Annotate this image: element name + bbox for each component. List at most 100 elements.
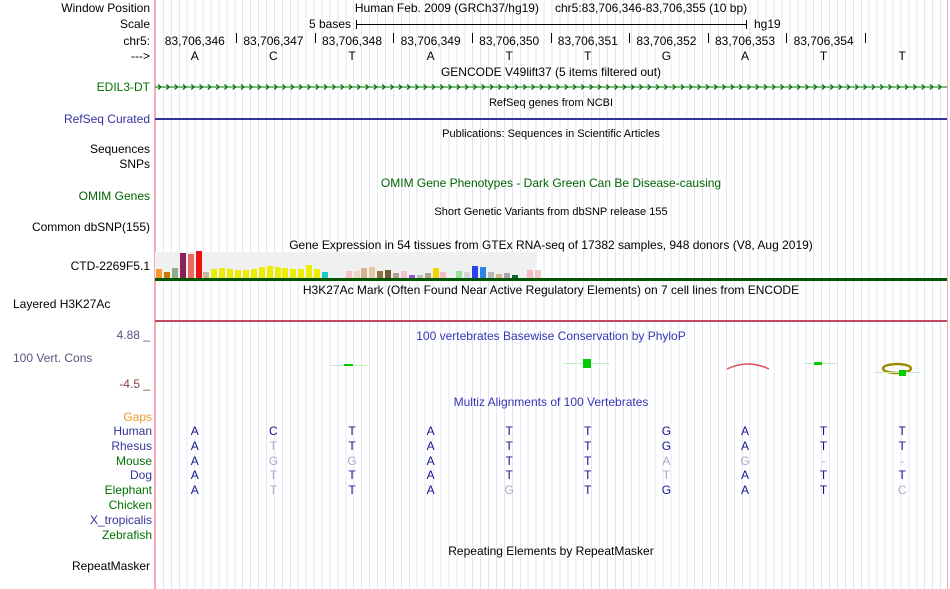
gtex-bar bbox=[377, 271, 384, 278]
h3k27ac-label[interactable]: Layered H3K27Ac bbox=[13, 297, 111, 311]
alignment-base: T bbox=[505, 439, 513, 453]
gtex-bar bbox=[219, 268, 226, 278]
publications-track-title: Publications: Sequences in Scientific Ar… bbox=[442, 128, 660, 140]
species-label-x_tropicalis[interactable]: X_tropicalis bbox=[89, 513, 152, 527]
base-letter: A bbox=[190, 49, 199, 63]
alignment-base: A bbox=[190, 424, 199, 438]
species-label-chicken[interactable]: Chicken bbox=[108, 498, 152, 512]
alignment-base: A bbox=[426, 468, 435, 482]
alignment-base: A bbox=[740, 483, 750, 497]
coordinate-tick bbox=[393, 33, 395, 43]
gencode-gene-label[interactable]: EDIL3-DT bbox=[96, 80, 150, 94]
gtex-bar bbox=[503, 273, 510, 278]
coordinate-label: 83,706,352 bbox=[636, 34, 697, 48]
gtex-bar bbox=[163, 272, 170, 278]
alignment-base: - bbox=[821, 453, 826, 468]
conservation-max-label: 4.88 _ bbox=[116, 328, 150, 342]
alignment-base: T bbox=[348, 468, 356, 482]
gtex-bar bbox=[424, 273, 431, 278]
alignment-base: A bbox=[740, 424, 750, 438]
alignment-base: T bbox=[898, 468, 906, 482]
gtex-bar bbox=[195, 251, 202, 278]
gtex-bar bbox=[258, 267, 265, 278]
coordinate-label: 83,706,354 bbox=[793, 34, 854, 48]
refseq-curated-label[interactable]: RefSeq Curated bbox=[63, 112, 150, 126]
gtex-gene-label[interactable]: CTD-2269F5.1 bbox=[70, 259, 150, 273]
gtex-bar bbox=[179, 253, 186, 278]
coordinate-label: 83,706,351 bbox=[557, 34, 618, 48]
species-label-dog[interactable]: Dog bbox=[129, 468, 152, 482]
alignment-base: C bbox=[269, 424, 278, 438]
omim-genes-label[interactable]: OMIM Genes bbox=[78, 189, 150, 203]
gtex-bar bbox=[345, 271, 352, 278]
gtex-bar bbox=[487, 272, 494, 278]
alignment-base: T bbox=[584, 468, 592, 482]
conservation-track-title: 100 vertebrates Basewise Conservation by… bbox=[416, 329, 686, 343]
alignment-base: T bbox=[505, 453, 513, 468]
gtex-bar bbox=[535, 270, 542, 278]
alignment-base: A bbox=[190, 483, 199, 497]
gtex-bar bbox=[408, 275, 415, 278]
gencode-gene-arrows[interactable] bbox=[155, 80, 947, 94]
scale-bar-right-tick bbox=[746, 20, 747, 29]
dbsnp-label[interactable]: Common dbSNP(155) bbox=[31, 220, 150, 234]
alignment-base: T bbox=[269, 468, 278, 482]
refseq-track-title: RefSeq genes from NCBI bbox=[488, 97, 614, 109]
window-right-edge-line bbox=[946, 0, 948, 589]
species-label-mouse[interactable]: Mouse bbox=[115, 453, 152, 468]
species-label-gaps[interactable]: Gaps bbox=[123, 410, 152, 424]
gtex-bar bbox=[242, 270, 249, 278]
gtex-bar bbox=[416, 275, 423, 278]
coordinate-tick bbox=[864, 33, 866, 43]
base-letter: G bbox=[661, 49, 672, 63]
coordinate-tick bbox=[236, 33, 238, 43]
base-letter: T bbox=[584, 49, 592, 63]
alignment-base: T bbox=[505, 424, 513, 438]
h3k27ac-signal-line bbox=[155, 320, 947, 322]
gtex-track-title: Gene Expression in 54 tissues from GTEx … bbox=[289, 238, 813, 252]
base-letter: C bbox=[269, 49, 278, 63]
gtex-bar bbox=[393, 273, 399, 278]
refseq-gene-line[interactable] bbox=[155, 118, 947, 120]
conservation-label[interactable]: 100 Vert. Cons bbox=[13, 351, 93, 365]
alignment-base: G bbox=[347, 453, 357, 468]
species-label-rhesus[interactable]: Rhesus bbox=[111, 439, 152, 453]
alignment-base: T bbox=[819, 439, 828, 453]
gtex-bar bbox=[527, 270, 534, 278]
alignment-base: A bbox=[426, 424, 435, 438]
alignment-base: A bbox=[426, 453, 435, 468]
alignment-base: T bbox=[269, 439, 278, 453]
species-label-human[interactable]: Human bbox=[113, 424, 152, 438]
base-position-grid bbox=[155, 0, 947, 589]
strand-label: ---> bbox=[131, 49, 150, 63]
alignment-base: A bbox=[426, 439, 435, 453]
base-letter: T bbox=[898, 49, 906, 63]
gtex-chart-background bbox=[155, 252, 535, 278]
alignment-base: T bbox=[584, 483, 592, 497]
window-position-label: Window Position bbox=[61, 1, 150, 15]
assembly-title: Human Feb. 2009 (GRCh37/hg19) bbox=[354, 1, 539, 15]
gtex-bar bbox=[321, 272, 328, 278]
gtex-bar bbox=[227, 269, 234, 278]
coordinate-label: 83,706,347 bbox=[243, 34, 304, 48]
gtex-bar bbox=[290, 269, 297, 278]
gtex-bar bbox=[266, 266, 273, 278]
snps-label[interactable]: SNPs bbox=[119, 157, 150, 171]
species-label-elephant[interactable]: Elephant bbox=[104, 483, 152, 497]
gtex-bar bbox=[306, 265, 313, 278]
alignment-base: G bbox=[504, 483, 514, 497]
chrom-label: chr5: bbox=[123, 34, 150, 48]
repeatmasker-label[interactable]: RepeatMasker bbox=[71, 559, 150, 573]
alignment-base: A bbox=[426, 483, 435, 497]
gtex-gene-model-line[interactable] bbox=[155, 278, 947, 281]
scale-bar-assembly: hg19 bbox=[754, 17, 781, 31]
species-label-zebrafish[interactable]: Zebrafish bbox=[101, 528, 152, 542]
base-letter: T bbox=[348, 49, 356, 63]
scale-bar bbox=[356, 24, 747, 25]
coordinate-tick bbox=[707, 33, 709, 43]
sequences-label[interactable]: Sequences bbox=[89, 142, 150, 156]
gtex-bar bbox=[314, 269, 320, 278]
base-letter: A bbox=[740, 49, 750, 63]
gtex-bar bbox=[353, 271, 360, 278]
gtex-bar bbox=[156, 269, 162, 278]
